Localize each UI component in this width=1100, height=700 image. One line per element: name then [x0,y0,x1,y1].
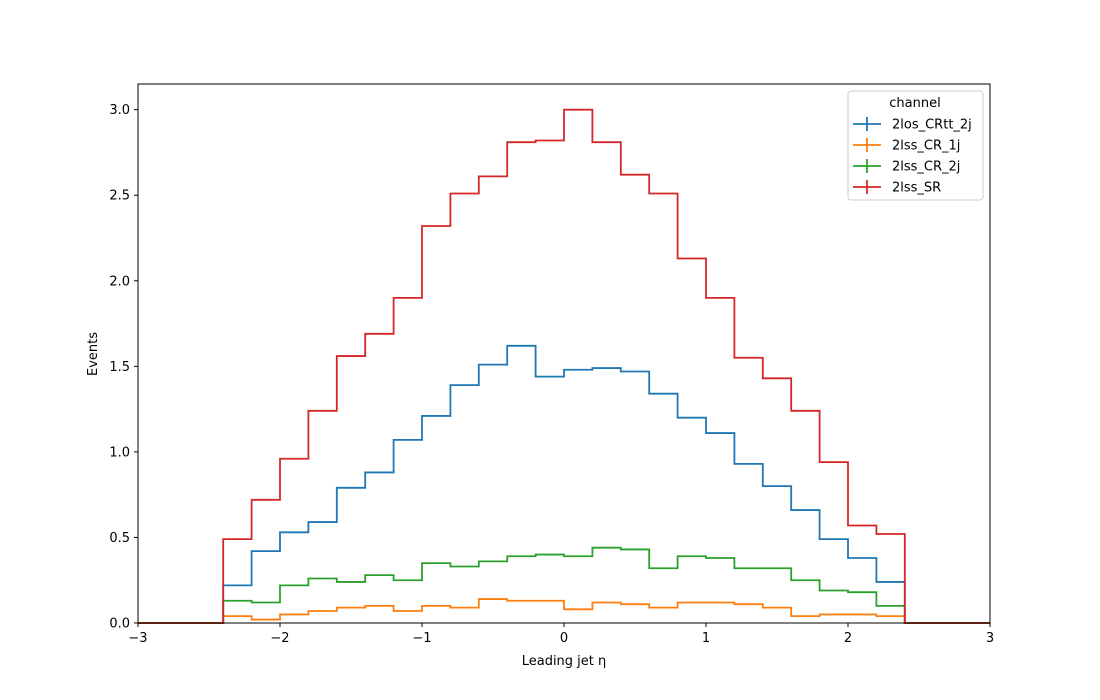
x-tick-label: 3 [986,631,994,646]
y-tick-label: 1.0 [109,445,130,460]
legend-box [847,90,984,201]
legend-label: 2lss_CR_2j [892,160,960,175]
legend: channel 2los_CRtt_2j 2lss_CR_1j 2lss_CR_2j… [847,90,984,201]
legend-item-2lss-cr-1j: 2lss_CR_1j [853,138,960,154]
series-line-2los-crtt-2j [138,344,990,624]
x-tick-label: −1 [412,631,431,646]
x-axis-label: Leading jet η [522,654,607,669]
legend-item-2los-crtt-2j: 2los_CRtt_2j [853,117,972,133]
y-tick-label: 0.0 [109,617,130,632]
legend-title: channel [889,96,940,111]
y-tick-label: 0.5 [109,531,130,546]
y-tick-label: 2.5 [109,189,130,204]
x-tick-label: 1 [702,631,710,646]
y-tick-label: 3.0 [109,103,130,118]
series-line-2lss-cr-1j [138,598,990,624]
series-layer [138,108,990,624]
legend-label: 2lss_CR_1j [892,139,960,154]
series-line-2lss-sr [138,108,990,624]
x-tick-label: −2 [270,631,289,646]
x-tick-label: 0 [560,631,568,646]
y-axis: 0.0 0.5 1.0 1.5 2.0 2.5 3.0 [109,103,138,632]
y-tick-label: 1.5 [109,360,130,375]
y-tick-label: 2.0 [109,274,130,289]
legend-label: 2lss_SR [892,181,941,196]
legend-item-2lss-cr-2j: 2lss_CR_2j [853,159,960,175]
x-tick-label: 2 [844,631,852,646]
series-line-2lss-cr-2j [138,546,990,624]
legend-label: 2los_CRtt_2j [892,118,972,133]
legend-item-2lss-sr: 2lss_SR [853,180,941,196]
x-tick-label: −3 [128,631,147,646]
x-axis: −3 −2 −1 0 1 2 3 [128,623,994,646]
y-axis-label: Events [86,332,101,376]
